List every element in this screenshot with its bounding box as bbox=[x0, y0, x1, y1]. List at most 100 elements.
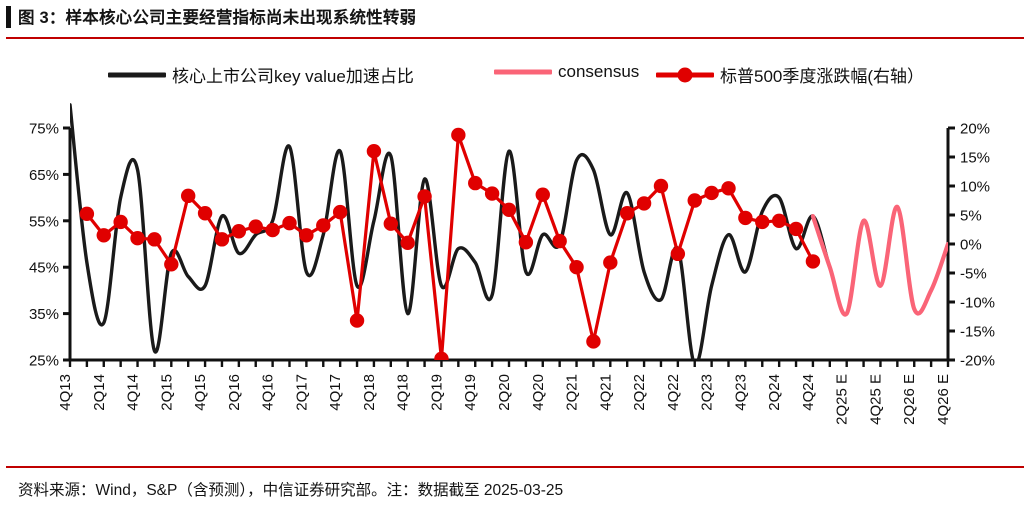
x-axis-tick-label: 4Q26 E bbox=[935, 374, 952, 425]
x-axis-tick-label: 4Q25 E bbox=[867, 374, 884, 425]
legend-item-sp500[interactable]: 标普500季度涨跌幅(右轴） bbox=[656, 62, 924, 87]
data-point-marker bbox=[586, 334, 601, 349]
data-point-marker bbox=[197, 206, 213, 221]
title-accent-bar bbox=[6, 6, 11, 28]
x-axis-tick-label: 4Q20 bbox=[530, 374, 547, 411]
page-title: 图 3：样本核心公司主要经营指标尚未出现系统性转弱 bbox=[18, 9, 417, 27]
data-point-marker bbox=[366, 144, 382, 159]
data-point-marker bbox=[282, 215, 297, 231]
left-axis: 25% 35% 45% 55% 65% 75% bbox=[29, 121, 72, 370]
data-point-marker bbox=[332, 204, 348, 220]
data-point-marker bbox=[147, 232, 162, 247]
chart-legend: 核心上市公司key value加速占比 consensus 标普500季度涨跌幅… bbox=[0, 62, 1030, 102]
data-point-marker bbox=[130, 231, 145, 246]
right-axis: -20% -15% -10% -5% 0% 5% 10% 15% 20% bbox=[946, 121, 995, 370]
right-axis-tick-label: 0% bbox=[960, 237, 982, 254]
legend-label-core-key-value: 核心上市公司key value加速占比 bbox=[172, 67, 414, 86]
data-point-marker bbox=[484, 186, 500, 201]
data-point-marker bbox=[738, 210, 753, 226]
x-axis-tick-label: 4Q18 bbox=[395, 374, 412, 411]
x-axis-tick-label: 2Q19 bbox=[428, 374, 445, 411]
data-point-marker bbox=[180, 188, 196, 204]
data-point-marker bbox=[417, 189, 432, 204]
left-axis-tick-label: 75% bbox=[29, 121, 59, 138]
data-point-marker bbox=[805, 254, 821, 269]
x-axis-tick-label: 2Q16 bbox=[226, 374, 243, 411]
right-axis-tick-label: 5% bbox=[960, 208, 982, 225]
x-axis-tick-label: 4Q15 bbox=[192, 374, 209, 411]
right-axis-tick-label: -5% bbox=[960, 266, 987, 283]
x-axis-tick-label: 2Q25 E bbox=[834, 374, 851, 425]
x-axis-tick-label: 4Q24 bbox=[800, 374, 817, 411]
legend-label-consensus: consensus bbox=[558, 62, 640, 81]
left-axis-tick-label: 45% bbox=[29, 260, 59, 277]
left-axis-tick-label: 65% bbox=[29, 167, 59, 184]
x-axis-tick-labels: 4Q13 2Q14 4Q14 2Q15 4Q15 2Q16 4Q16 2Q17 4Q17 2Q18… bbox=[57, 374, 952, 425]
right-axis-tick-label: 20% bbox=[960, 121, 990, 138]
data-point-marker bbox=[603, 255, 618, 270]
x-axis-tick-label: 4Q23 bbox=[732, 374, 749, 411]
x-axis-tick-label: 4Q19 bbox=[462, 374, 479, 411]
x-axis-tick-label: 4Q13 bbox=[57, 374, 74, 411]
x-axis-tick-label: 4Q14 bbox=[125, 374, 142, 411]
bottom-axis bbox=[68, 358, 950, 367]
data-point-marker bbox=[79, 206, 95, 222]
x-axis-tick-label: 2Q17 bbox=[293, 374, 310, 411]
x-axis-tick-label: 4Q21 bbox=[597, 374, 614, 411]
x-axis-tick-label: 2Q22 bbox=[631, 374, 648, 411]
right-axis-tick-label: 15% bbox=[960, 150, 990, 167]
chart-svg: 25% 35% 45% 55% 65% 75% -20% -15% -10% -5% 0% 5% 10… bbox=[29, 103, 995, 425]
line-marker-swatch-icon bbox=[656, 66, 714, 84]
x-axis-tick-label: 4Q22 bbox=[665, 374, 682, 411]
data-point-marker bbox=[316, 218, 331, 233]
x-axis-tick-label: 2Q26 E bbox=[901, 374, 918, 425]
data-point-marker bbox=[771, 213, 787, 228]
data-point-marker bbox=[349, 313, 365, 328]
data-point-marker bbox=[299, 228, 314, 243]
legend-item-core-key-value[interactable]: 核心上市公司key value加速占比 bbox=[108, 62, 414, 87]
series-markers-sp500 bbox=[79, 127, 821, 360]
left-axis-tick-label: 55% bbox=[29, 213, 59, 230]
data-point-marker bbox=[214, 232, 230, 247]
chart-plot-area: 25% 35% 45% 55% 65% 75% -20% -15% -10% -5% 0% 5% 10… bbox=[0, 102, 1030, 447]
source-note: 资料来源：Wind，S&P（含预测），中信证券研究部。注：数据截至 2025-0… bbox=[18, 482, 564, 499]
x-axis-tick-label: 4Q16 bbox=[260, 374, 277, 411]
figure-title-band: 图 3：样本核心公司主要经营指标尚未出现系统性转弱 bbox=[0, 0, 1030, 39]
right-axis-tick-label: -10% bbox=[960, 295, 995, 312]
data-point-marker bbox=[704, 185, 719, 201]
data-point-marker bbox=[248, 219, 263, 234]
left-axis-tick-label: 25% bbox=[29, 353, 59, 370]
data-point-marker bbox=[468, 175, 483, 191]
right-axis-tick-label: -20% bbox=[960, 353, 995, 370]
data-point-marker bbox=[265, 222, 280, 238]
data-point-marker bbox=[535, 187, 550, 202]
x-axis-tick-label: 2Q14 bbox=[91, 374, 108, 411]
footer-divider bbox=[6, 466, 1024, 468]
data-point-marker bbox=[569, 260, 584, 275]
data-point-marker bbox=[434, 351, 449, 360]
series-line-consensus bbox=[810, 204, 948, 317]
data-point-marker bbox=[451, 127, 466, 143]
data-point-marker bbox=[755, 214, 770, 230]
data-point-marker bbox=[788, 221, 804, 237]
x-axis-tick-label: 2Q21 bbox=[564, 374, 581, 411]
left-axis-tick-label: 35% bbox=[29, 306, 59, 323]
legend-item-consensus[interactable]: consensus bbox=[494, 62, 639, 82]
right-axis-tick-label: -15% bbox=[960, 324, 995, 341]
data-point-marker bbox=[400, 235, 415, 251]
legend-label-sp500: 标普500季度涨跌幅(右轴） bbox=[720, 67, 925, 86]
data-point-marker bbox=[231, 224, 247, 239]
line-swatch-icon bbox=[494, 63, 552, 81]
x-axis-tick-label: 4Q17 bbox=[327, 374, 344, 411]
data-point-marker bbox=[721, 181, 736, 196]
x-axis-tick-label: 2Q15 bbox=[158, 374, 175, 411]
data-point-marker bbox=[552, 233, 567, 249]
data-point-marker bbox=[619, 206, 635, 221]
data-point-marker bbox=[383, 216, 399, 231]
data-point-marker bbox=[636, 196, 652, 211]
series-line-core-key-value bbox=[70, 103, 948, 360]
x-axis-tick-label: 2Q24 bbox=[766, 374, 783, 411]
data-point-marker bbox=[164, 257, 179, 272]
line-swatch-icon bbox=[108, 66, 166, 84]
data-point-marker bbox=[670, 246, 686, 262]
